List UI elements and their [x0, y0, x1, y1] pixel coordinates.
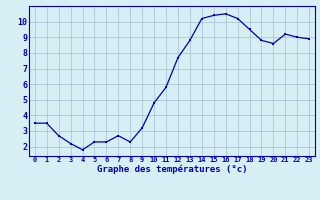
- X-axis label: Graphe des températures (°c): Graphe des températures (°c): [97, 165, 247, 174]
